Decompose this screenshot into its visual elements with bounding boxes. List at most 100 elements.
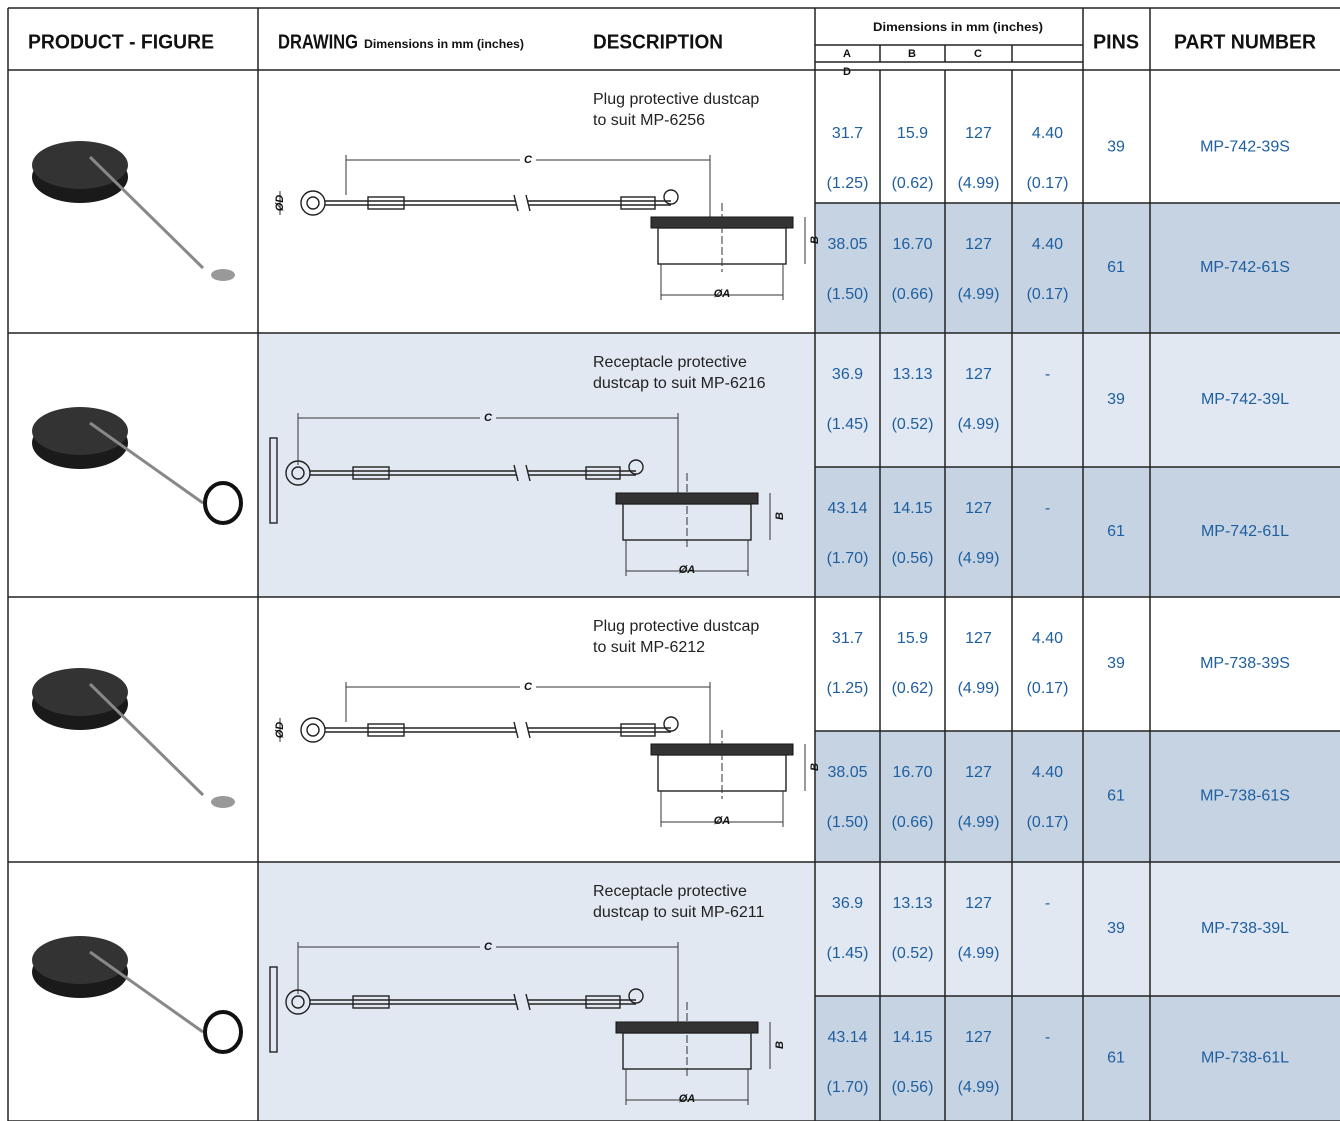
drawing-label: C <box>524 681 533 693</box>
sleeve <box>620 723 656 737</box>
dimension-value: (0.52) <box>892 416 934 433</box>
dim-label: D <box>843 66 851 78</box>
product-image <box>32 407 243 525</box>
drawing-line <box>525 194 531 212</box>
part-number: MP-742-61S <box>1200 259 1290 276</box>
eyelet <box>300 717 326 743</box>
dimension-value: (0.17) <box>1027 286 1069 303</box>
drawing-label: B <box>774 1041 786 1049</box>
dimension-value: (4.99) <box>958 175 1000 192</box>
sleeve <box>352 466 390 480</box>
ring <box>203 1010 243 1054</box>
cable <box>89 421 204 505</box>
pins: 39 <box>1107 391 1125 408</box>
cap-top <box>32 407 128 455</box>
lug <box>211 269 235 281</box>
description: Receptacle protective <box>593 883 747 900</box>
drawing-line <box>513 993 519 1011</box>
dimension-value: 38.05 <box>827 236 867 253</box>
sleeve <box>585 995 621 1009</box>
description: Receptacle protective <box>593 354 747 371</box>
dimension-value: - <box>1045 895 1050 912</box>
part-number: MP-738-39S <box>1200 655 1290 672</box>
dimension-value: (1.45) <box>827 416 869 433</box>
header-note: Dimensions in mm (inches) <box>364 37 524 51</box>
row-bg <box>815 862 1340 996</box>
pins: 39 <box>1107 655 1125 672</box>
label-bg <box>520 679 536 695</box>
dimension-value: 13.13 <box>892 366 932 383</box>
drawing: C ØA B ØD <box>274 152 821 300</box>
eyelet <box>300 190 326 216</box>
description: to suit MP-6256 <box>593 112 705 129</box>
sleeve <box>367 196 405 210</box>
dimension-value: (1.45) <box>827 945 869 962</box>
eyelet <box>285 989 311 1015</box>
cap-top <box>32 936 128 984</box>
header-cell: PINS <box>1093 31 1139 53</box>
drawing-label: ØD <box>274 195 286 212</box>
flange <box>269 437 278 524</box>
dimension-value: 127 <box>965 500 992 517</box>
dimension-value: 4.40 <box>1032 630 1063 647</box>
drawing-line <box>525 464 531 482</box>
flange <box>269 966 278 1053</box>
drawing-label: ØD <box>274 722 286 739</box>
part-number: MP-738-61S <box>1200 788 1290 805</box>
dimension-value: 4.40 <box>1032 125 1063 142</box>
dimension-value: (0.17) <box>1027 680 1069 697</box>
dimension-value: 15.9 <box>897 630 928 647</box>
label-bg <box>480 939 496 955</box>
drawing-line <box>513 194 519 212</box>
header-cell: Dimensions in mm (inches) <box>873 20 1043 34</box>
dimension-value: - <box>1045 1029 1050 1046</box>
drawing-line <box>513 464 519 482</box>
dimension-value: 127 <box>965 236 992 253</box>
dimension-value: 13.13 <box>892 895 932 912</box>
dimension-value: 127 <box>965 895 992 912</box>
header-cell: PRODUCT - FIGURE <box>28 31 214 53</box>
drawing-line <box>525 721 531 739</box>
drawing-label: ØA <box>714 288 731 300</box>
hook <box>628 459 644 475</box>
pins: 61 <box>1107 259 1125 276</box>
header-cell: PART NUMBER <box>1174 31 1317 53</box>
dimension-value: 127 <box>965 630 992 647</box>
drawing-line <box>525 993 531 1011</box>
dimension-value: (4.99) <box>958 416 1000 433</box>
dimension-value: 36.9 <box>832 366 863 383</box>
drawing-line <box>513 721 519 739</box>
dimension-value: (1.50) <box>827 286 869 303</box>
dimension-value: (1.25) <box>827 680 869 697</box>
row-bg <box>815 731 1340 862</box>
row-bg <box>815 203 1340 333</box>
dimension-value: 127 <box>965 764 992 781</box>
part-number: MP-742-39S <box>1200 139 1290 156</box>
dimension-value: 4.40 <box>1032 764 1063 781</box>
dimension-value: (1.70) <box>827 550 869 567</box>
hook <box>663 189 679 205</box>
dimension-value: (1.50) <box>827 814 869 831</box>
sleeve <box>352 995 390 1009</box>
dimension-value: (0.62) <box>892 175 934 192</box>
break <box>516 195 528 211</box>
drawing-label: C <box>524 154 533 166</box>
eyelet <box>291 995 305 1009</box>
drawing-label: C <box>484 412 493 424</box>
cable <box>88 155 205 270</box>
drawing-label: B <box>774 512 786 520</box>
dimension-value: 16.70 <box>892 236 932 253</box>
drawing: C ØA B ØD <box>274 679 821 827</box>
dimension-value: 31.7 <box>832 125 863 142</box>
label-bg <box>480 410 496 426</box>
dimension-value: 14.15 <box>892 500 932 517</box>
header-cell: DRAWING <box>278 31 358 53</box>
dimension-value: (0.62) <box>892 680 934 697</box>
dimension-value: 14.15 <box>892 1029 932 1046</box>
description: Plug protective dustcap <box>593 91 759 108</box>
eyelet <box>291 466 305 480</box>
row-bg <box>815 996 1340 1121</box>
dimension-value: (4.99) <box>958 286 1000 303</box>
row-bg <box>815 333 1340 467</box>
